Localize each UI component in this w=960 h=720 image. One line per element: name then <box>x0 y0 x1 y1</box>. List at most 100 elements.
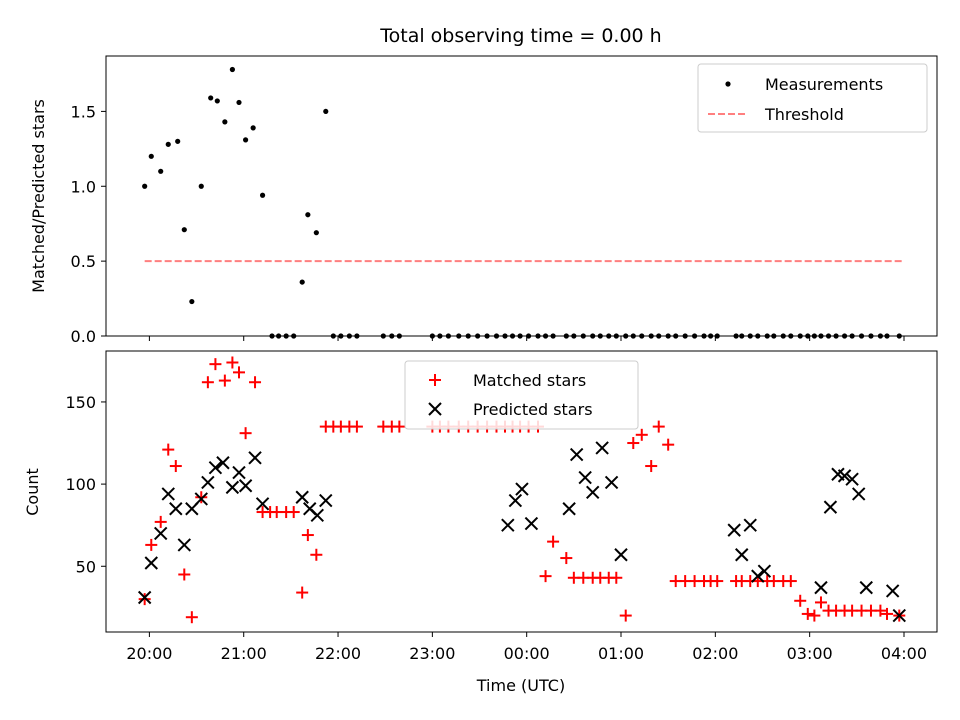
matched-star-point <box>154 515 167 528</box>
matched-star-point <box>619 609 632 622</box>
predicted-star-point <box>208 460 223 475</box>
predicted-star-point <box>310 508 324 523</box>
measurement-point <box>299 279 305 285</box>
top-plot-area <box>142 66 903 339</box>
predicted-star-point <box>194 492 208 506</box>
predicted-star-point <box>604 475 619 490</box>
predicted-star-point <box>255 497 270 511</box>
matched-star-point <box>801 607 814 620</box>
measurement-point <box>313 230 319 236</box>
predicted-star-point <box>238 479 253 493</box>
top-x-ticks <box>148 336 905 341</box>
matched-star-point <box>350 420 363 433</box>
predicted-star-point <box>859 580 873 595</box>
measurement-point <box>243 137 249 143</box>
legend-predicted-label: Predicted stars <box>473 400 593 419</box>
top-panel: Total observing time = 0.00 h 0.0 0.5 1.0 1… <box>29 25 938 346</box>
predicted-star-point <box>852 487 866 501</box>
top-legend-frame <box>697 63 928 133</box>
predicted-star-point <box>524 516 539 531</box>
predicted-star-point <box>201 475 215 490</box>
matched-star-point <box>162 443 175 456</box>
x-tick-label: 20:00 <box>126 644 172 663</box>
legend-matched-label: Matched stars <box>473 371 586 390</box>
matched-star-point <box>560 552 573 565</box>
bottom-y-tick-label: 100 <box>65 475 96 494</box>
top-y-axis-label: Matched/Predicted stars <box>29 99 48 293</box>
measurement-point <box>165 141 171 147</box>
top-legend: Measurements Threshold <box>697 63 928 133</box>
bottom-y-axis-label: Count <box>23 468 42 516</box>
measurement-point <box>181 227 187 233</box>
predicted-star-point <box>248 451 262 465</box>
matched-star-point <box>881 607 894 620</box>
predicted-star-point <box>727 523 741 537</box>
matched-star-point <box>249 376 262 389</box>
matched-star-point <box>218 374 231 387</box>
top-axes-frame <box>105 55 938 337</box>
predicted-star-point <box>614 548 628 562</box>
measurement-point <box>250 125 256 131</box>
matched-star-point <box>138 593 151 606</box>
matched-star-point <box>232 366 245 379</box>
predicted-star-point <box>216 456 230 470</box>
matched-star-point <box>301 529 314 542</box>
x-tick-label: 22:00 <box>315 644 361 663</box>
matched-star-point <box>645 460 658 473</box>
predicted-star-point <box>569 447 584 462</box>
x-tick-label: 23:00 <box>409 644 455 663</box>
measurement-point <box>323 108 329 115</box>
bottom-y-ticks: 50 100 150 <box>65 393 106 576</box>
predicted-star-point <box>586 485 600 500</box>
matched-star-point <box>178 568 191 581</box>
matched-star-point <box>296 586 309 599</box>
measurement-point <box>229 66 235 73</box>
predicted-star-point <box>154 526 168 541</box>
matched-star-point <box>393 420 406 433</box>
matched-star-point <box>539 570 552 583</box>
predicted-star-point <box>144 556 158 570</box>
predicted-star-point <box>225 480 240 495</box>
x-tick-label: 00:00 <box>504 644 550 663</box>
predicted-star-point <box>295 490 309 504</box>
top-y-tick-label: 1.0 <box>71 177 96 196</box>
matched-star-point <box>226 356 239 369</box>
matched-star-point <box>145 538 158 551</box>
matched-star-point <box>287 506 300 519</box>
measurement-point <box>236 99 242 106</box>
x-tick-label: 01:00 <box>598 644 644 663</box>
measurement-point <box>214 98 220 104</box>
measurement-point <box>175 138 181 144</box>
matched-star-point <box>627 437 640 450</box>
predicted-star-point <box>515 482 529 496</box>
x-tick-label: 21:00 <box>221 644 267 663</box>
bottom-x-ticks: 20:00 21:00 22:00 23:00 00:00 01:00 02:00 03:00… <box>126 632 927 663</box>
bottom-panel: 50 100 150 20:00 21:00 22:00 23:00 00:00 01:00 0… <box>23 350 938 695</box>
predicted-star-point <box>169 502 183 516</box>
matched-star-point <box>239 427 252 440</box>
predicted-star-point <box>501 518 515 532</box>
legend-threshold-label: Threshold <box>764 105 844 124</box>
legend-measurements-label: Measurements <box>765 75 883 94</box>
legend-predicted-marker <box>428 402 442 416</box>
matched-star-point <box>201 376 214 389</box>
predicted-star-point <box>137 590 152 605</box>
predicted-star-point <box>161 487 175 501</box>
bottom-axes-frame <box>105 350 938 633</box>
predicted-star-point <box>845 472 859 486</box>
predicted-star-point <box>823 500 838 514</box>
predicted-star-point <box>595 441 609 455</box>
measurement-point <box>189 298 195 305</box>
predicted-star-point <box>562 502 576 516</box>
predicted-star-point <box>885 584 900 598</box>
matched-star-point <box>711 575 724 588</box>
matched-star-point <box>662 438 675 451</box>
matched-star-point <box>784 575 797 588</box>
predicted-star-point <box>508 493 523 508</box>
predicted-star-point <box>319 493 333 508</box>
predicted-star-point <box>757 564 772 578</box>
matched-star-point <box>310 548 323 561</box>
bottom-y-tick-label: 150 <box>65 393 96 412</box>
matched-star-point <box>635 428 648 441</box>
top-y-ticks: 0.0 0.5 1.0 1.5 <box>71 102 106 346</box>
